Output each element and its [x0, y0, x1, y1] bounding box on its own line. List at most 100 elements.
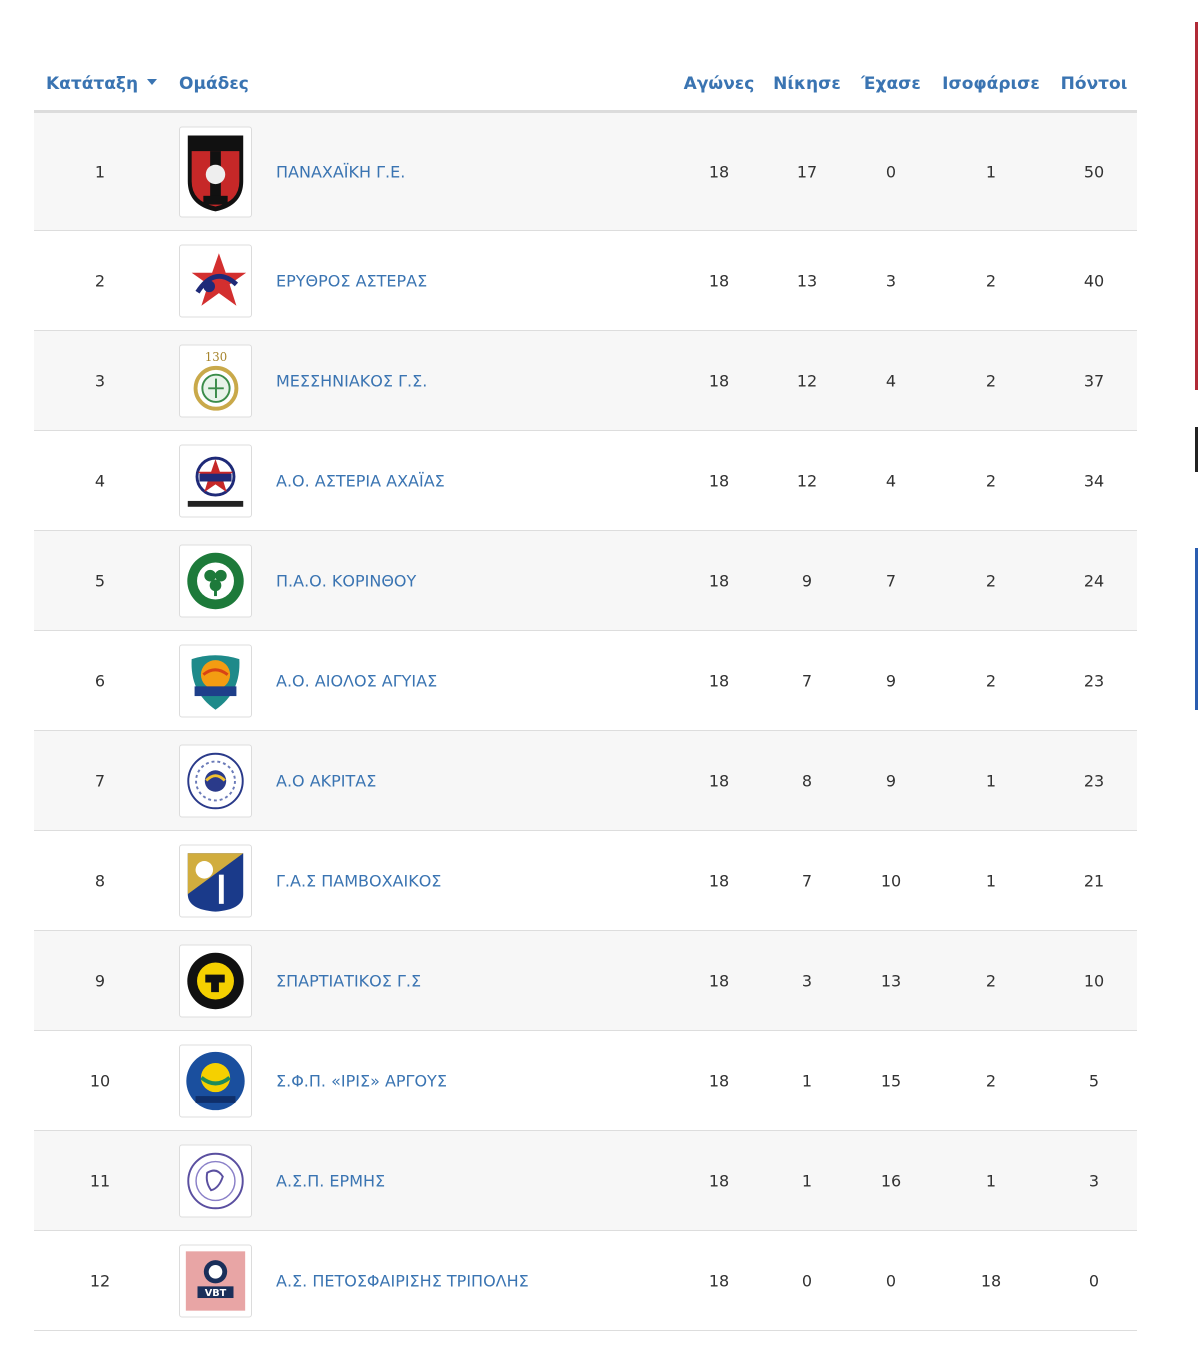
team-name-link[interactable]: ΕΡΥΘΡΟΣ ΑΣΤΕΡΑΣ [276, 271, 428, 290]
rank-cell: 7 [94, 771, 106, 790]
played-cell: 18 [708, 471, 730, 490]
played-column-header[interactable]: Αγώνες [683, 74, 755, 94]
table-row: 12 18 0 0 18 0 VBT Α.Σ. ΠΕΤΟΣΦΑΙΡΙΣΗΣ ΤΡΙΠΟΛΗΣ [34, 1231, 1137, 1331]
svg-text:VBT: VBT [205, 1288, 227, 1299]
drawn-cell: 2 [985, 271, 997, 290]
team-name-link[interactable]: ΜΕΣΣΗΝΙΑΚΟΣ Γ.Σ. [276, 371, 428, 390]
lost-cell: 7 [885, 571, 897, 590]
aiolos-logo-icon[interactable] [179, 644, 252, 717]
rank-cell: 8 [94, 871, 106, 890]
rank-column-header[interactable]: Κατάταξη [46, 58, 158, 110]
rank-cell: 4 [94, 471, 106, 490]
panachaiki-logo-icon[interactable] [179, 126, 252, 217]
played-cell: 18 [708, 671, 730, 690]
team-name-link[interactable]: Α.Ο. ΑΙΟΛΟΣ ΑΓΥΙΑΣ [276, 671, 438, 690]
points-cell: 3 [1088, 1171, 1100, 1190]
points-cell: 34 [1083, 471, 1105, 490]
erythros-asteras-logo-icon[interactable] [179, 244, 252, 317]
drawn-cell: 2 [985, 671, 997, 690]
asteria-logo-icon[interactable] [179, 444, 252, 517]
won-cell: 0 [801, 1271, 813, 1290]
pamvochaikos-logo-icon[interactable] [179, 844, 252, 917]
drawn-cell: 2 [985, 371, 997, 390]
points-cell: 0 [1088, 1271, 1100, 1290]
table-body: 1 18 17 0 1 50 ΠΑΝΑΧΑΪΚΗ Γ.Ε. 2 18 13 3 2 40 ΕΡΥΘΡΟΣ … [34, 113, 1137, 1331]
lost-cell: 13 [880, 971, 902, 990]
points-cell: 23 [1083, 771, 1105, 790]
messiniakos-logo-icon[interactable]: 130 [179, 344, 252, 417]
drawn-cell: 2 [985, 971, 997, 990]
drawn-cell: 2 [985, 571, 997, 590]
team-name-link[interactable]: Σ.Φ.Π. «ΙΡΙΣ» ΑΡΓΟΥΣ [276, 1071, 447, 1090]
team-name-link[interactable]: Α.Σ.Π. ΕΡΜΗΣ [276, 1171, 386, 1190]
drawn-column-header[interactable]: Ισοφάρισε [942, 74, 1040, 94]
won-cell: 9 [801, 571, 813, 590]
won-cell: 1 [801, 1171, 813, 1190]
table-row: 2 18 13 3 2 40 ΕΡΥΘΡΟΣ ΑΣΤΕΡΑΣ [34, 231, 1137, 331]
rank-cell: 9 [94, 971, 106, 990]
points-cell: 50 [1083, 162, 1105, 181]
akritas-logo-icon[interactable] [179, 744, 252, 817]
played-cell: 18 [708, 162, 730, 181]
drawn-cell: 1 [985, 1171, 997, 1190]
standings-table: Κατάταξη Ομάδες Αγώνες Νίκησε Έχασε Ισοφ… [34, 58, 1137, 1331]
rank-cell: 10 [89, 1071, 111, 1090]
drawn-cell: 1 [985, 871, 997, 890]
spartiatikos-logo-icon[interactable] [179, 944, 252, 1017]
lost-cell: 4 [885, 371, 897, 390]
points-column-header[interactable]: Πόντοι [1060, 74, 1128, 94]
rank-cell: 3 [94, 371, 106, 390]
lost-cell: 16 [880, 1171, 902, 1190]
won-cell: 7 [801, 671, 813, 690]
points-cell: 5 [1088, 1071, 1100, 1090]
rank-cell: 6 [94, 671, 106, 690]
won-cell: 17 [796, 162, 818, 181]
won-column-header[interactable]: Νίκησε [773, 74, 841, 94]
won-cell: 7 [801, 871, 813, 890]
points-cell: 21 [1083, 871, 1105, 890]
points-cell: 10 [1083, 971, 1105, 990]
points-cell: 24 [1083, 571, 1105, 590]
table-row: 1 18 17 0 1 50 ΠΑΝΑΧΑΪΚΗ Γ.Ε. [34, 113, 1137, 231]
vbt-tripolis-logo-icon[interactable]: VBT [179, 1244, 252, 1317]
lost-cell: 4 [885, 471, 897, 490]
table-row: 5 18 9 7 2 24 Π.Α.Ο. ΚΟΡΙΝΘΟΥ [34, 531, 1137, 631]
team-name-link[interactable]: Α.Σ. ΠΕΤΟΣΦΑΙΡΙΣΗΣ ΤΡΙΠΟΛΗΣ [276, 1271, 529, 1290]
team-name-link[interactable]: Α.Ο ΑΚΡΙΤΑΣ [276, 771, 377, 790]
team-name-link[interactable]: Γ.Α.Σ ΠΑΜΒΟΧΑΙΚΟΣ [276, 871, 442, 890]
lost-cell: 9 [885, 771, 897, 790]
played-cell: 18 [708, 871, 730, 890]
right-edge-accent-blue [1195, 548, 1198, 710]
right-edge-accent [1195, 22, 1198, 390]
lost-cell: 3 [885, 271, 897, 290]
table-row: 11 18 1 16 1 3 Α.Σ.Π. ΕΡΜΗΣ [34, 1131, 1137, 1231]
svg-text:130: 130 [205, 350, 227, 364]
table-row: 4 18 12 4 2 34 Α.Ο. ΑΣΤΕΡΙΑ ΑΧΑΪΑΣ [34, 431, 1137, 531]
lost-cell: 15 [880, 1071, 902, 1090]
team-name-link[interactable]: Π.Α.Ο. ΚΟΡΙΝΘΟΥ [276, 571, 417, 590]
lost-column-header[interactable]: Έχασε [861, 74, 921, 94]
drawn-cell: 1 [985, 771, 997, 790]
points-cell: 40 [1083, 271, 1105, 290]
won-cell: 8 [801, 771, 813, 790]
rank-cell: 11 [89, 1171, 111, 1190]
drawn-cell: 18 [980, 1271, 1002, 1290]
rank-header-label: Κατάταξη [46, 74, 139, 94]
rank-cell: 12 [89, 1271, 111, 1290]
rank-cell: 5 [94, 571, 106, 590]
pao-korinthou-logo-icon[interactable] [179, 544, 252, 617]
table-row: 7 18 8 9 1 23 Α.Ο ΑΚΡΙΤΑΣ [34, 731, 1137, 831]
lost-cell: 10 [880, 871, 902, 890]
table-row: 9 18 3 13 2 10 ΣΠΑΡΤΙΑΤΙΚΟΣ Γ.Σ [34, 931, 1137, 1031]
lost-cell: 0 [885, 1271, 897, 1290]
ermis-logo-icon[interactable] [179, 1144, 252, 1217]
team-name-link[interactable]: ΣΠΑΡΤΙΑΤΙΚΟΣ Γ.Σ [276, 971, 422, 990]
team-name-link[interactable]: Α.Ο. ΑΣΤΕΡΙΑ ΑΧΑΪΑΣ [276, 471, 445, 490]
iris-logo-icon[interactable] [179, 1044, 252, 1117]
rank-cell: 1 [94, 162, 106, 181]
teams-column-header[interactable]: Ομάδες [179, 74, 249, 94]
drawn-cell: 2 [985, 471, 997, 490]
table-header: Κατάταξη Ομάδες Αγώνες Νίκησε Έχασε Ισοφ… [34, 58, 1137, 113]
won-cell: 12 [796, 371, 818, 390]
team-name-link[interactable]: ΠΑΝΑΧΑΪΚΗ Γ.Ε. [276, 162, 406, 181]
